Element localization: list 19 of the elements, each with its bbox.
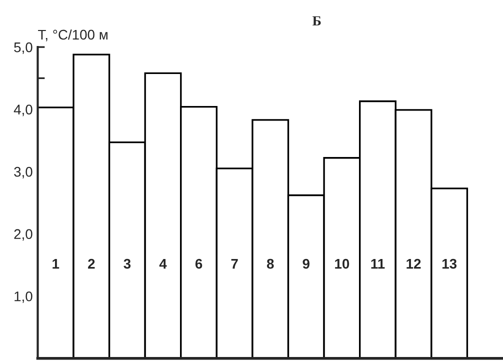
y-tick-label: 5,0 [14, 42, 32, 54]
x-tick-label: 7 [231, 259, 238, 269]
y-tick-label: 3,0 [14, 166, 32, 178]
x-tick-label: 12 [406, 258, 421, 269]
y-axis-title: T, °C/100 м [38, 29, 108, 42]
x-tick-label: 13 [442, 258, 457, 269]
x-tick-label: 2 [88, 258, 95, 269]
x-tick-label: 1 [52, 259, 60, 269]
y-tick-label: 4,0 [14, 104, 32, 116]
chart-title: Б [312, 16, 321, 26]
x-tick-label: 4 [159, 259, 167, 269]
x-tick-label: 11 [371, 259, 385, 269]
y-tick-label: 1,0 [14, 291, 32, 303]
x-tick-label: 9 [302, 258, 310, 269]
y-tick-label: 2,0 [14, 229, 32, 241]
x-tick-label: 3 [124, 258, 131, 269]
x-tick-label: 10 [335, 258, 350, 269]
x-tick-label: 8 [266, 258, 274, 269]
x-tick-label: 6 [195, 258, 202, 269]
